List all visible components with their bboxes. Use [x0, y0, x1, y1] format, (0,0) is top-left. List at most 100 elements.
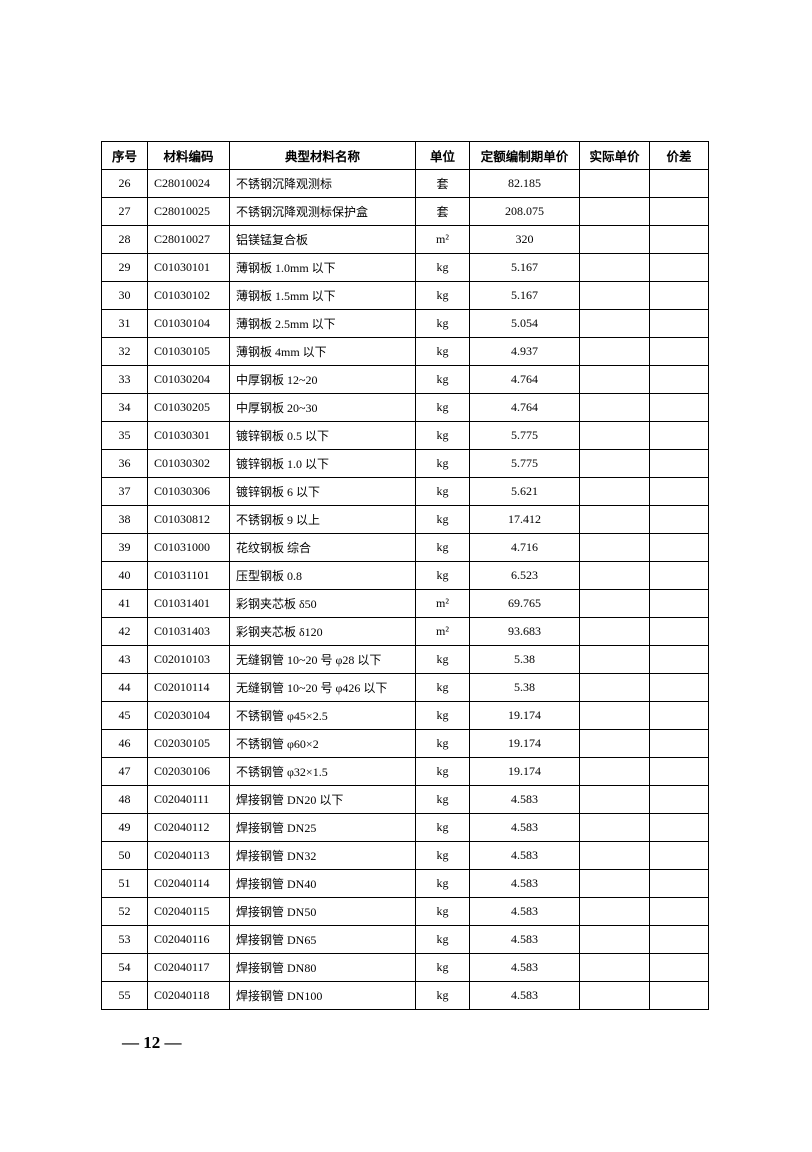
table-cell: 焊接钢管 DN100 [229, 981, 416, 1010]
table-cell [579, 617, 650, 646]
table-cell: C01030104 [147, 309, 230, 338]
table-row: 51 C02040114 焊接钢管 DN40 kg 4.583 [101, 869, 709, 898]
header-cell: 定额编制期单价 [469, 141, 580, 170]
table-cell: 40 [101, 561, 148, 590]
table-cell: C01030102 [147, 281, 230, 310]
table-row: 50 C02040113 焊接钢管 DN32 kg 4.583 [101, 841, 709, 870]
table-cell: C02040111 [147, 785, 230, 814]
table-cell: kg [415, 449, 470, 478]
table-cell: kg [415, 673, 470, 702]
table-cell: 4.764 [469, 365, 580, 394]
table-cell [579, 925, 650, 954]
table-cell [579, 589, 650, 618]
table-row: 36 C01030302 镀锌钢板 1.0 以下 kg 5.775 [101, 449, 709, 478]
table-cell: 52 [101, 897, 148, 926]
table-cell: 26 [101, 169, 148, 198]
table-cell: 4.583 [469, 841, 580, 870]
table-cell: 5.621 [469, 477, 580, 506]
table-cell: C01030812 [147, 505, 230, 534]
table-cell: 中厚钢板 12~20 [229, 365, 416, 394]
table-cell [649, 281, 709, 310]
table-cell: 45 [101, 701, 148, 730]
table-cell: 320 [469, 225, 580, 254]
table-cell: kg [415, 477, 470, 506]
table-cell: 4.583 [469, 813, 580, 842]
table-cell: C01031401 [147, 589, 230, 618]
table-cell: C01030105 [147, 337, 230, 366]
table-cell: kg [415, 925, 470, 954]
table-cell: kg [415, 757, 470, 786]
table-cell: 47 [101, 757, 148, 786]
table-cell: kg [415, 309, 470, 338]
table-cell: 套 [415, 197, 470, 226]
table-cell: 208.075 [469, 197, 580, 226]
table-cell [649, 785, 709, 814]
table-cell: 4.583 [469, 925, 580, 954]
table-row: 54 C02040117 焊接钢管 DN80 kg 4.583 [101, 953, 709, 982]
table-cell: 4.764 [469, 393, 580, 422]
table-cell: C01030301 [147, 421, 230, 450]
table-cell [579, 981, 650, 1010]
table-cell: C28010027 [147, 225, 230, 254]
table-cell: 19.174 [469, 701, 580, 730]
table-cell: C02040114 [147, 869, 230, 898]
table-cell [579, 421, 650, 450]
table-cell: 69.765 [469, 589, 580, 618]
table-row: 49 C02040112 焊接钢管 DN25 kg 4.583 [101, 813, 709, 842]
table-cell: 4.583 [469, 869, 580, 898]
table-row: 46 C02030105 不锈钢管 φ60×2 kg 19.174 [101, 729, 709, 758]
table-cell [579, 869, 650, 898]
table-cell: C01030205 [147, 393, 230, 422]
table-cell: 39 [101, 533, 148, 562]
table-cell: 套 [415, 169, 470, 198]
table-cell: kg [415, 365, 470, 394]
table-cell: 不锈钢管 φ60×2 [229, 729, 416, 758]
table-row: 35 C01030301 镀锌钢板 0.5 以下 kg 5.775 [101, 421, 709, 450]
table-cell: kg [415, 421, 470, 450]
table-cell [649, 981, 709, 1010]
table-cell: 薄钢板 2.5mm 以下 [229, 309, 416, 338]
table-cell: C02030105 [147, 729, 230, 758]
table-row: 30 C01030102 薄钢板 1.5mm 以下 kg 5.167 [101, 281, 709, 310]
table-row: 47 C02030106 不锈钢管 φ32×1.5 kg 19.174 [101, 757, 709, 786]
table-cell: 4.583 [469, 953, 580, 982]
table-cell: kg [415, 505, 470, 534]
table-cell: m² [415, 589, 470, 618]
table-cell: 焊接钢管 DN25 [229, 813, 416, 842]
header-cell: 典型材料名称 [229, 141, 416, 170]
table-cell: kg [415, 281, 470, 310]
table-cell: 93.683 [469, 617, 580, 646]
table-cell [649, 729, 709, 758]
table-cell: 焊接钢管 DN65 [229, 925, 416, 954]
table-row: 38 C01030812 不锈钢板 9 以上 kg 17.412 [101, 505, 709, 534]
table-cell [649, 309, 709, 338]
header-cell: 单位 [415, 141, 470, 170]
table-cell: 35 [101, 421, 148, 450]
table-cell: 50 [101, 841, 148, 870]
table-cell: kg [415, 841, 470, 870]
table-cell: 34 [101, 393, 148, 422]
table-cell [649, 589, 709, 618]
table-cell [579, 729, 650, 758]
table-row: 31 C01030104 薄钢板 2.5mm 以下 kg 5.054 [101, 309, 709, 338]
table-cell [579, 673, 650, 702]
table-cell: 41 [101, 589, 148, 618]
table-cell: 19.174 [469, 757, 580, 786]
table-cell: 33 [101, 365, 148, 394]
table-cell: C01030306 [147, 477, 230, 506]
table-cell [579, 505, 650, 534]
table-cell: C02040112 [147, 813, 230, 842]
table-cell [579, 393, 650, 422]
table-cell: 不锈钢沉降观测标保护盒 [229, 197, 416, 226]
table-cell: 4.937 [469, 337, 580, 366]
table-cell: 薄钢板 1.5mm 以下 [229, 281, 416, 310]
table-cell [649, 169, 709, 198]
table-cell: 17.412 [469, 505, 580, 534]
table-cell [579, 701, 650, 730]
table-row: 52 C02040115 焊接钢管 DN50 kg 4.583 [101, 897, 709, 926]
table-cell: 压型钢板 0.8 [229, 561, 416, 590]
table-cell: 53 [101, 925, 148, 954]
table-row: 33 C01030204 中厚钢板 12~20 kg 4.764 [101, 365, 709, 394]
table-cell: C02040115 [147, 897, 230, 926]
table-cell: 31 [101, 309, 148, 338]
